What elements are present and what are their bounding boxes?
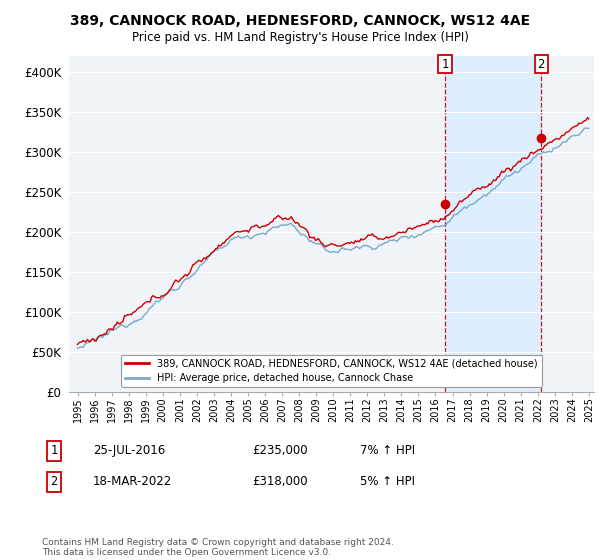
Text: 2: 2 <box>50 475 58 488</box>
Text: 1: 1 <box>442 58 449 71</box>
Text: 25-JUL-2016: 25-JUL-2016 <box>93 444 165 458</box>
Text: 1: 1 <box>50 444 58 458</box>
Text: Contains HM Land Registry data © Crown copyright and database right 2024.
This d: Contains HM Land Registry data © Crown c… <box>42 538 394 557</box>
Legend: 389, CANNOCK ROAD, HEDNESFORD, CANNOCK, WS12 4AE (detached house), HPI: Average : 389, CANNOCK ROAD, HEDNESFORD, CANNOCK, … <box>121 354 542 387</box>
Text: 18-MAR-2022: 18-MAR-2022 <box>93 475 172 488</box>
Text: 7% ↑ HPI: 7% ↑ HPI <box>360 444 415 458</box>
Text: Price paid vs. HM Land Registry's House Price Index (HPI): Price paid vs. HM Land Registry's House … <box>131 31 469 44</box>
Text: £318,000: £318,000 <box>252 475 308 488</box>
Text: 5% ↑ HPI: 5% ↑ HPI <box>360 475 415 488</box>
Text: 389, CANNOCK ROAD, HEDNESFORD, CANNOCK, WS12 4AE: 389, CANNOCK ROAD, HEDNESFORD, CANNOCK, … <box>70 14 530 28</box>
Text: 2: 2 <box>538 58 545 71</box>
Text: £235,000: £235,000 <box>252 444 308 458</box>
Bar <box>445 56 541 392</box>
